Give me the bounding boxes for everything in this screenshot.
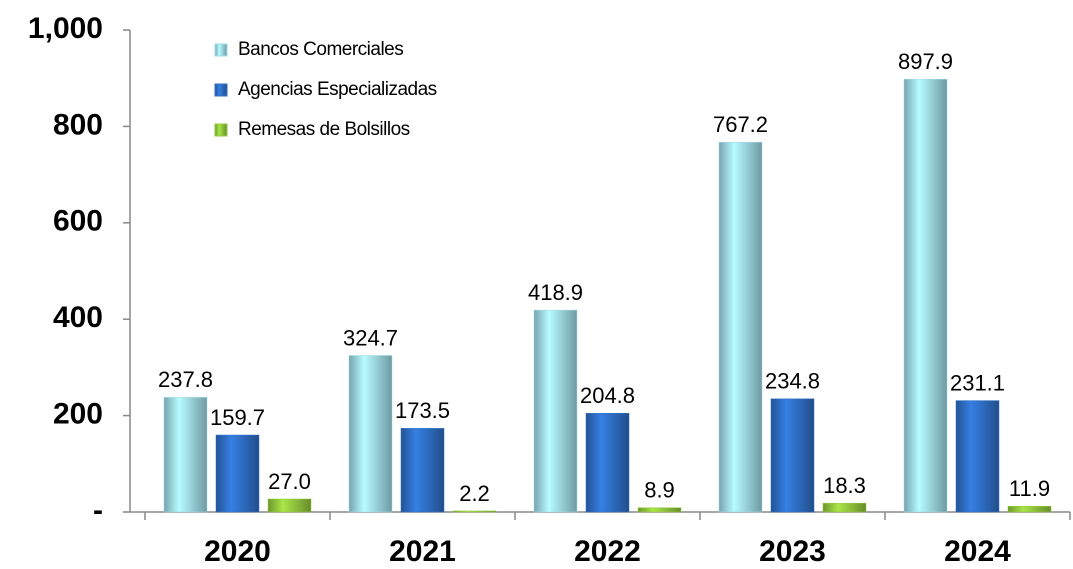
bar (400, 428, 445, 513)
value-label: 897.9 (898, 49, 953, 74)
bar (452, 510, 497, 513)
value-label: 2.2 (459, 481, 490, 506)
value-label: 234.8 (765, 369, 820, 394)
x-tick-label: 2021 (389, 535, 456, 568)
bar (348, 355, 393, 513)
y-tick-label: 800 (53, 108, 103, 141)
bar (1007, 506, 1052, 513)
value-label: 8.9 (644, 478, 675, 503)
x-tick-label: 2020 (204, 535, 271, 568)
value-label: 767.2 (713, 112, 768, 137)
legend-swatch (214, 83, 228, 97)
bar (770, 398, 815, 513)
y-tick-label: 400 (53, 301, 103, 334)
bar (718, 141, 763, 513)
value-label: 173.5 (395, 398, 450, 423)
value-label: 324.7 (343, 325, 398, 350)
value-label: 27.0 (268, 469, 311, 494)
value-label: 11.9 (1009, 476, 1050, 501)
value-label: 204.8 (580, 383, 635, 408)
bar (955, 400, 1000, 513)
y-tick-label: 200 (53, 398, 103, 431)
legend-label: Remesas de Bolsillos (238, 119, 410, 140)
value-label: 418.9 (528, 280, 583, 305)
legend-swatch (214, 123, 228, 137)
bar (822, 502, 867, 513)
bar (533, 309, 578, 513)
y-tick-label: - (93, 494, 103, 527)
y-tick-label: 1,000 (28, 12, 103, 45)
value-label: 18.3 (823, 473, 866, 498)
bar (267, 498, 312, 513)
legend-label: Agencias Especializadas (238, 79, 437, 100)
x-tick-label: 2023 (759, 535, 826, 568)
bar (585, 413, 630, 513)
bar (215, 434, 260, 513)
value-label: 159.7 (210, 405, 265, 430)
y-tick-label: 600 (53, 205, 103, 238)
bar (637, 507, 682, 513)
bar (163, 397, 208, 513)
x-tick-label: 2022 (574, 535, 641, 568)
value-label: 231.1 (950, 370, 1005, 395)
x-tick-label: 2024 (944, 535, 1011, 568)
value-label: 237.8 (158, 367, 213, 392)
bar (903, 78, 948, 513)
legend-swatch (214, 43, 228, 57)
legend-label: Bancos Comerciales (238, 39, 403, 60)
